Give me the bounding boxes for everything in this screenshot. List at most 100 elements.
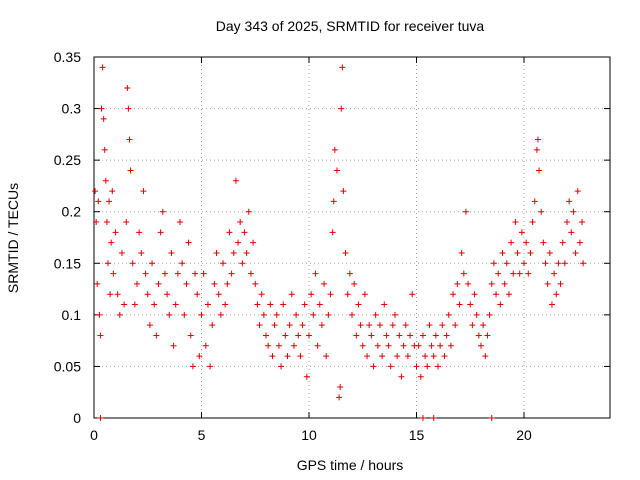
data-point (275, 342, 282, 349)
x-axis-label: GPS time / hours (297, 457, 404, 473)
data-point (235, 239, 242, 246)
data-point (471, 291, 478, 298)
data-point (531, 198, 538, 205)
data-point (226, 229, 233, 236)
data-point (553, 291, 560, 298)
data-point (232, 177, 239, 184)
data-point (445, 311, 452, 318)
data-point (426, 322, 433, 329)
data-point (349, 311, 355, 318)
data-point (327, 291, 334, 298)
data-point (209, 322, 216, 329)
data-point (94, 280, 101, 287)
data-point (400, 342, 407, 349)
data-point (478, 342, 484, 349)
data-point (241, 229, 248, 236)
data-point (179, 260, 186, 267)
data-point (252, 280, 259, 287)
chart-title: Day 343 of 2025, SRMTID for receiver tuv… (216, 18, 485, 34)
data-point (576, 239, 583, 246)
data-point (96, 311, 103, 318)
data-point (129, 260, 136, 267)
data-point (564, 219, 570, 226)
data-point (295, 332, 302, 339)
data-point (379, 353, 386, 360)
data-point (499, 249, 506, 256)
data-point (104, 260, 111, 267)
data-point (121, 301, 128, 308)
data-point (419, 332, 426, 339)
data-point (310, 311, 317, 318)
data-point (462, 208, 469, 215)
y-tick-label: 0.3 (62, 101, 82, 117)
data-point (215, 291, 222, 298)
data-point (417, 373, 424, 380)
data-point (516, 270, 523, 277)
data-point (534, 136, 541, 143)
data-point (196, 353, 203, 360)
y-axis-label: SRMTID / TECUs (5, 183, 21, 293)
data-point (192, 270, 199, 277)
data-point (131, 301, 138, 308)
data-point (314, 342, 321, 349)
data-point (116, 311, 123, 318)
data-point (450, 291, 457, 298)
data-point (288, 291, 295, 298)
x-tick-label: 20 (516, 427, 532, 443)
data-point (540, 239, 547, 246)
data-point (458, 249, 465, 256)
data-point (501, 280, 508, 287)
data-point (372, 311, 379, 318)
data-point (456, 301, 463, 308)
data-point (428, 342, 435, 349)
data-point (101, 146, 108, 153)
data-point (224, 280, 231, 287)
data-point (338, 105, 345, 112)
data-point (357, 322, 364, 329)
data-point (568, 229, 575, 236)
data-point (566, 198, 573, 205)
data-point (102, 177, 109, 184)
data-point (527, 249, 534, 256)
plot-frame (93, 56, 611, 419)
data-point (153, 332, 160, 339)
data-point (303, 373, 310, 380)
data-point (136, 229, 143, 236)
data-point (430, 415, 437, 421)
data-point (490, 260, 497, 267)
data-point (441, 353, 448, 360)
data-point (366, 322, 373, 329)
data-point (293, 311, 300, 318)
data-point (222, 301, 229, 308)
data-point (256, 322, 263, 329)
data-point (435, 363, 441, 370)
data-point (521, 260, 527, 267)
y-tick-label: 0 (73, 410, 81, 426)
data-point (469, 322, 476, 329)
data-point (299, 322, 306, 329)
data-point (263, 332, 269, 339)
x-tick-label: 5 (198, 427, 206, 443)
data-point (559, 239, 566, 246)
data-point (306, 332, 312, 339)
x-tick-label: 15 (409, 427, 425, 443)
data-point (194, 291, 201, 298)
data-point (437, 342, 444, 349)
data-point (529, 219, 536, 226)
data-point (278, 363, 285, 370)
y-tick-label: 0.15 (54, 255, 81, 271)
data-point (394, 353, 401, 360)
data-point (321, 280, 328, 287)
data-point (312, 270, 319, 277)
data-point (376, 322, 383, 329)
data-point (125, 105, 132, 112)
data-point (570, 208, 577, 215)
data-point (525, 270, 532, 277)
data-point (247, 270, 254, 277)
data-point (146, 322, 153, 329)
data-point (185, 239, 192, 246)
data-point (396, 332, 403, 339)
data-point (323, 353, 330, 360)
data-point (198, 311, 205, 318)
